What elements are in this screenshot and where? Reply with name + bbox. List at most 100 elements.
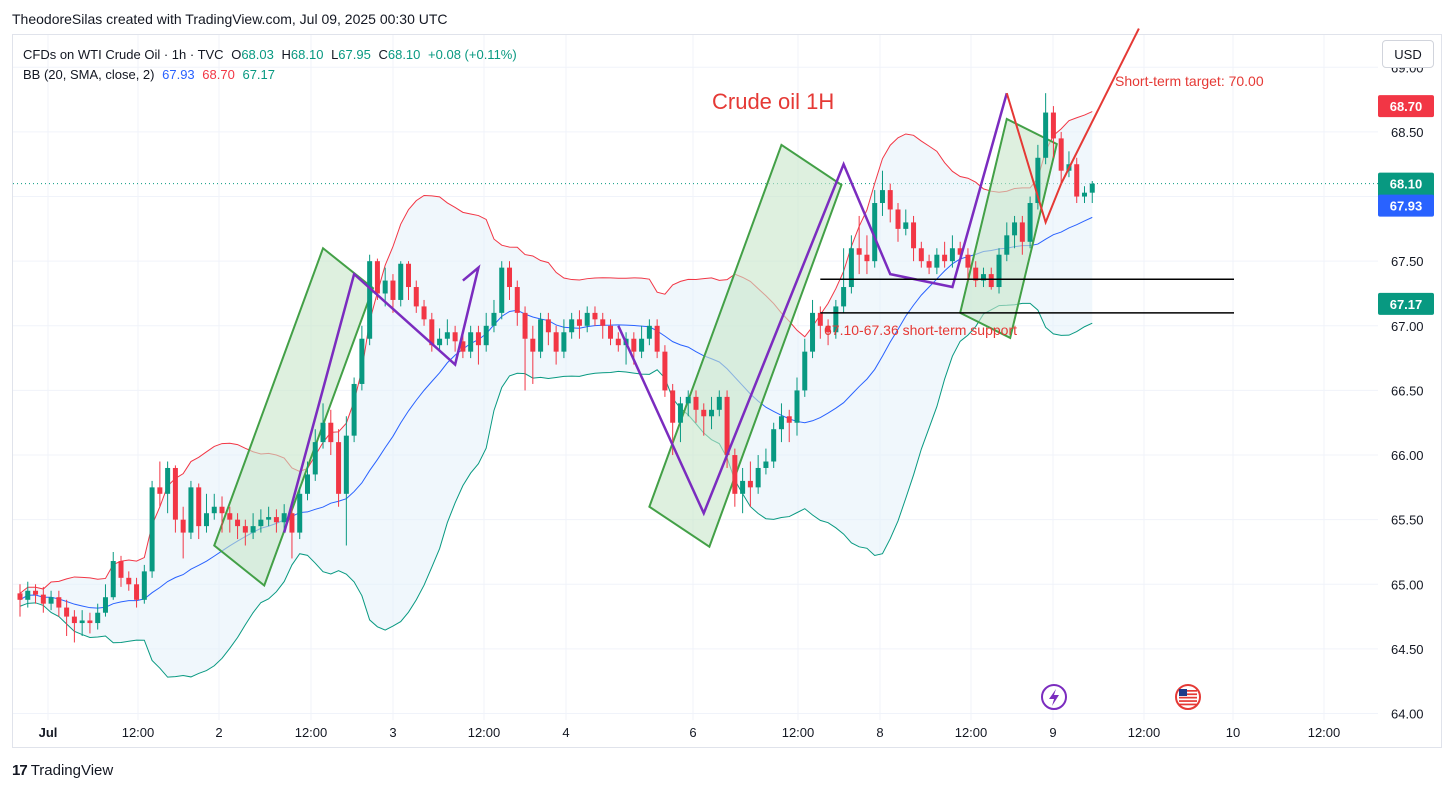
candle (413, 280, 419, 313)
candle-body (646, 325, 652, 339)
time-axis[interactable]: Jul 12:00 2 12:00 3 12:00 4 6 12:00 8 12:00 9 12:00 1… (39, 725, 1341, 740)
candle (196, 483, 202, 540)
currency-button[interactable]: USD (1382, 40, 1434, 68)
candle-body (421, 306, 427, 320)
candle-body (615, 338, 621, 346)
wave-path-2 (617, 92, 1008, 517)
flag-stripe (1179, 700, 1197, 702)
candle (320, 403, 326, 449)
time-tick-label: 12:00 (295, 725, 328, 740)
candle (740, 467, 746, 514)
candle (996, 248, 1002, 294)
target-annotation: Short-term target: 70.00 (1115, 73, 1264, 89)
candle (328, 409, 334, 456)
candle (406, 261, 411, 300)
candle-body (514, 287, 520, 313)
candle (833, 299, 839, 339)
candle-body (79, 620, 85, 624)
candle (304, 461, 310, 501)
candle-body (374, 261, 380, 294)
candle-body (273, 517, 279, 523)
candle-body (848, 248, 854, 288)
candle (942, 241, 948, 268)
candle (771, 422, 777, 468)
bb-fill (20, 111, 1093, 678)
candle-body (219, 506, 225, 514)
low-value: L67.95 (331, 47, 371, 62)
tradingview-brand[interactable]: 17 TradingView (12, 762, 113, 779)
bb-indicator-label[interactable]: BB (20, SMA, close, 2) (23, 67, 155, 82)
candle (825, 319, 831, 346)
candle (157, 461, 163, 507)
candle-body (965, 254, 971, 268)
time-tick-label: 12:00 (468, 725, 501, 740)
candle (507, 261, 513, 300)
candle (452, 325, 458, 352)
candle-body (17, 593, 23, 600)
projection-path (1005, 92, 1063, 226)
candle-body (934, 254, 940, 268)
candle (359, 325, 365, 391)
candle (1050, 106, 1056, 158)
candle-body (576, 319, 582, 326)
candle (149, 480, 155, 578)
candle-body (382, 280, 388, 294)
candle-body (538, 319, 544, 352)
candle-body (926, 261, 932, 268)
time-tick-label: 10 (1226, 725, 1240, 740)
candle-body (685, 396, 691, 404)
candle-body (452, 332, 458, 342)
candle-body (211, 506, 217, 514)
candle-body (895, 209, 901, 229)
candle-body (71, 616, 77, 624)
price-badge-bg (1378, 292, 1434, 315)
candle-body (87, 620, 93, 624)
candle (40, 586, 46, 613)
candle-body (841, 287, 847, 307)
candle-body (639, 338, 645, 352)
time-tick-label: 12:00 (122, 725, 155, 740)
bb-basis-value: 67.93 (162, 67, 195, 82)
price-tick-label: 66.00 (1391, 448, 1424, 463)
time-tick-label: 3 (389, 725, 396, 740)
price-axis[interactable]: 64.00 64.50 65.00 65.50 66.00 66.50 67.00 67.50… (1378, 60, 1434, 722)
support-annotation: 67.10-67.36 short-term support (824, 322, 1017, 338)
candle (56, 590, 62, 617)
candle (1027, 196, 1033, 249)
candle-body (320, 422, 326, 443)
candle (654, 319, 660, 359)
price-tick-label: 67.50 (1391, 254, 1424, 269)
target-line (1060, 28, 1140, 185)
candle-body (351, 383, 357, 436)
candle (965, 248, 971, 281)
high-value: H68.10 (281, 47, 324, 62)
candle (79, 610, 85, 636)
candle-body (724, 396, 730, 456)
flag-stripe (1179, 690, 1197, 692)
candle-body (810, 312, 816, 352)
candle-body (833, 306, 839, 333)
candle (911, 215, 917, 262)
event-markers[interactable] (1041, 684, 1201, 710)
candle-body (141, 571, 147, 600)
price-tick-label: 65.00 (1391, 577, 1424, 592)
candle-body (507, 267, 513, 288)
candle (732, 448, 738, 507)
symbol-label[interactable]: CFDs on WTI Crude Oil · 1h · TVC (23, 47, 224, 62)
candle (468, 325, 474, 359)
candle (444, 319, 450, 346)
candle (1043, 93, 1049, 165)
candle (856, 215, 862, 275)
legend-bb-row: BB (20, SMA, close, 2) 67.93 68.70 67.17 (23, 65, 521, 85)
candle (25, 581, 31, 608)
candle (716, 390, 722, 417)
candle-body (949, 248, 955, 262)
candle-body (872, 203, 878, 262)
candle (180, 506, 186, 559)
candle-body (973, 267, 979, 281)
candle (973, 261, 979, 288)
price-badge: 68.70 (1378, 95, 1434, 118)
candle-body (1035, 157, 1041, 204)
candle (258, 509, 264, 533)
